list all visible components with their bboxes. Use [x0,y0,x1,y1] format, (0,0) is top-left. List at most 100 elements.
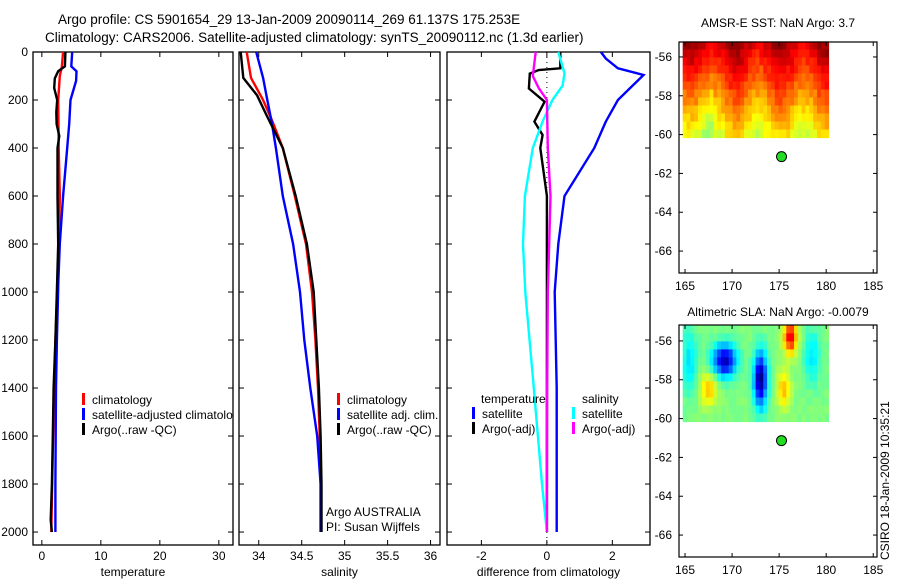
x-tick-label: -2 [476,549,487,563]
y-tick-label: 400 [8,141,28,155]
x-tick-label: 35.5 [376,549,400,563]
lat-tick-label: -64 [655,205,673,219]
lat-tick-label: -66 [655,528,673,542]
map-sla_map: Altimetric SLA: NaN Argo: -0.0079 165 170 1… [655,305,884,577]
x-tick-label: 0 [39,549,46,563]
legend-title-temperature: temperature [481,392,546,406]
lon-tick-label: 185 [863,279,883,293]
lat-tick-label: -56 [655,334,673,348]
y-tick-label: 1400 [1,381,28,395]
legend-entry: climatology [347,393,407,407]
lat-tick-label: -58 [655,89,673,103]
x-tick-label: 35 [338,549,352,563]
legend-entry: satellite [582,407,623,421]
lon-tick-label: 185 [863,563,883,577]
lat-tick-label: -58 [655,373,673,387]
series-line-temperature-argo-adj- [527,52,562,532]
series-line-satellite-adj-clim- [255,51,322,532]
axes-frame [238,51,441,546]
legend-entry: satellite-adjusted climatolo [92,408,233,422]
heatmap-cells [682,325,830,423]
series-line-climatology [245,51,322,532]
y-tick-label: 600 [8,189,28,203]
lat-tick-label: -66 [655,244,673,258]
x-axis-label: temperature [101,565,166,579]
lon-tick-label: 165 [675,279,695,293]
series-line-salinity-satellite [521,51,566,533]
x-tick-label: 10 [94,549,108,563]
y-tick-label: 2000 [1,525,28,539]
lon-tick-label: 175 [769,279,789,293]
panel-salinity: 34 34.5 35 35.5 36 salinity climatologysatelli… [238,51,441,579]
lat-tick-label: -62 [655,450,673,464]
pi-label: PI: Susan Wijffels [326,520,420,534]
lon-tick-label: 180 [816,563,836,577]
lat-tick-label: -56 [655,50,673,64]
x-axis-label: salinity [321,565,358,579]
x-tick-label: 30 [212,549,226,563]
lon-tick-label: 165 [675,563,695,577]
map-title: AMSR-E SST: NaN Argo: 3.7 [701,16,855,30]
legend-entry: Argo(-adj) [482,422,535,436]
y-tick-label: 200 [8,93,28,107]
map-sst_map: AMSR-E SST: NaN Argo: 3.7 165 170 175 180 185… [655,16,884,293]
heatmap-cells [682,41,830,139]
legend-swatch [472,407,475,419]
legend-entry: Argo(-adj) [582,422,635,436]
timestamp-stamp: CSIRO 18-Jan-2009 10:35:21 [878,401,892,560]
axes-frame [446,51,651,546]
x-tick-label: 34.5 [290,549,314,563]
legend-entry: satellite adj. clim. [347,408,438,422]
x-tick-label: 2 [609,549,616,563]
panel-temperature: 0 200 400 600 800 1000 1200 1400 1600 1800 2000 0 10… [1,45,234,579]
figure-title-line1: Argo profile: CS 5901654_29 13-Jan-2009 … [58,12,520,27]
legend-title-salinity: salinity [582,392,619,406]
legend-swatch [572,422,575,434]
x-tick-label: 0 [544,549,551,563]
float-position-marker [776,151,788,163]
y-tick-label: 800 [8,237,28,251]
lat-tick-label: -60 [655,412,673,426]
lat-tick-label: -64 [655,489,673,503]
figure-title-line2: Climatology: CARS2006. Satellite-adjuste… [45,30,584,45]
y-tick-label: 1200 [1,333,28,347]
legend-swatch [82,423,85,435]
y-tick-label: 1000 [1,285,28,299]
lon-tick-label: 180 [816,279,836,293]
series-line-argo-raw-qc- [49,51,67,533]
series-line-satellite-adjusted-climatology [54,51,78,532]
lon-tick-label: 170 [722,563,742,577]
lon-tick-label: 175 [769,563,789,577]
legend-entry: Argo(..raw -QC) [92,423,177,437]
legend-swatch [337,408,340,420]
agency-label: Argo AUSTRALIA [326,505,421,519]
series-line-argo-raw-qc- [239,51,323,532]
legend-swatch [82,393,85,405]
map-frame [678,41,878,274]
lat-tick-label: -62 [655,166,673,180]
map-frame [678,324,878,558]
legend-entry: satellite [482,407,523,421]
legend-swatch [572,407,575,419]
series-line-salinity-argo-adj- [531,51,552,533]
legend-entry: Argo(..raw -QC) [347,423,432,437]
legend-swatch [82,408,85,420]
panel-difference: -2 0 2 difference from climatology temperatu… [446,51,651,579]
legend-swatch [337,423,340,435]
x-tick-label: 20 [153,549,167,563]
lat-tick-label: -60 [655,128,673,142]
float-position-marker [776,435,788,447]
legend-swatch [472,422,475,434]
y-tick-label: 1600 [1,429,28,443]
map-title: Altimetric SLA: NaN Argo: -0.0079 [687,305,869,319]
y-tick-label: 0 [21,45,28,59]
x-tick-label: 34 [252,549,266,563]
legend-entry: climatology [92,393,152,407]
x-tick-label: 36 [424,549,438,563]
legend-swatch [337,393,340,405]
y-tick-label: 1800 [1,477,28,491]
lon-tick-label: 170 [722,279,742,293]
series-line-temperature-satellite [553,51,646,532]
axes-frame [32,51,234,546]
